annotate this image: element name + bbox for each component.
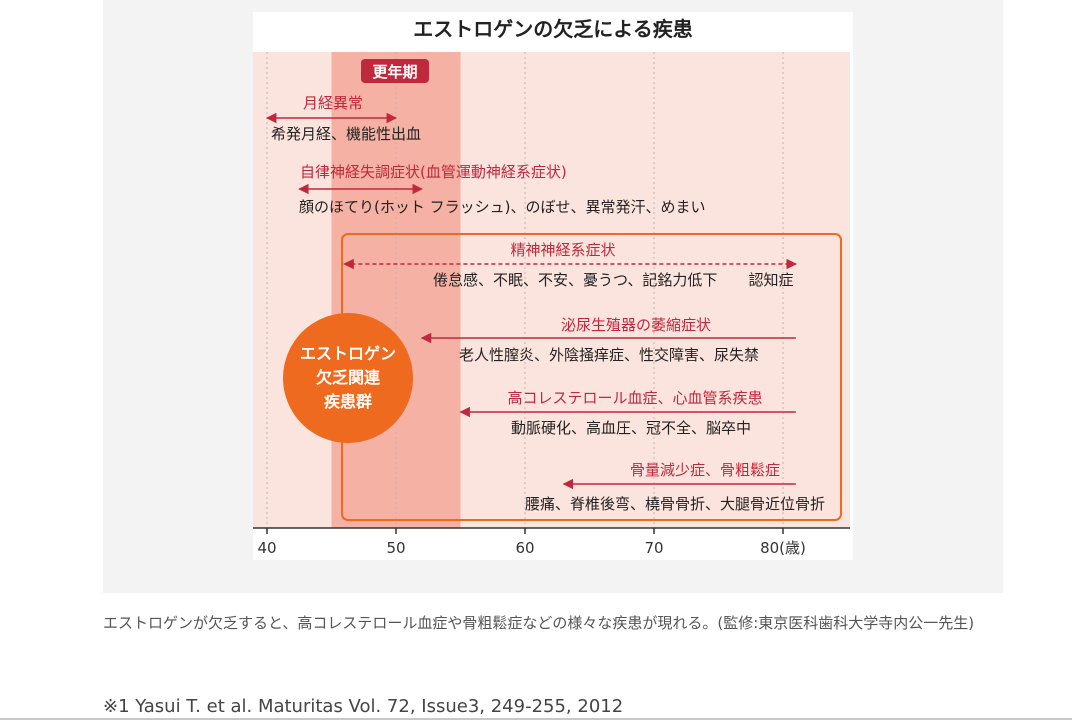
bottom-divider <box>0 718 1072 720</box>
condition-title-2: 自律神経失調症状(血管運動神経系症状) <box>300 163 567 181</box>
diagram-card: エストロゲンの欠乏による疾患 更年期 月経異常希発月経、機能性出血自律神経失調症… <box>253 12 853 560</box>
x-tick-label-60: 60 <box>515 539 534 557</box>
estrogen-deficiency-diagram: エストロゲンの欠乏による疾患 更年期 月経異常希発月経、機能性出血自律神経失調症… <box>253 17 850 557</box>
x-tick-label-50: 50 <box>386 539 405 557</box>
condition-description-5: 動脈硬化、高血圧、冠不全、脳卒中 <box>511 419 751 437</box>
x-tick-label-70: 70 <box>644 539 663 557</box>
condition-description-1: 希発月経、機能性出血 <box>271 125 421 143</box>
condition-description-3: 倦怠感、不眠、不安、憂うつ、記銘力低下 <box>433 271 717 289</box>
condition-description-4: 老人性膣炎、外陰掻痒症、性交障害、尿失禁 <box>459 346 759 364</box>
condition-title-1: 月経異常 <box>303 94 363 112</box>
condition-description-6: 腰痛、脊椎後弯、橈骨骨折、大腿骨近位骨折 <box>525 495 825 513</box>
circle-line-3: 疾患群 <box>324 392 372 411</box>
condition-title-4: 泌尿生殖器の萎縮症状 <box>561 316 711 334</box>
circle-line-2: 欠乏関連 <box>316 368 381 387</box>
gridlines <box>266 52 784 528</box>
menopause-badge <box>361 59 429 83</box>
footnote: ※1 Yasui T. et al. Maturitas Vol. 72, Is… <box>103 696 624 717</box>
estrogen-deficiency-circle <box>283 313 413 443</box>
condition-title-5: 高コレステロール血症、心血管系疾患 <box>507 389 762 407</box>
diagram-title: エストロゲンの欠乏による疾患 <box>413 17 692 41</box>
condition-title-3: 精神神経系症状 <box>510 241 615 259</box>
circle-line-1: エストロゲン <box>300 344 396 363</box>
x-tick-label-80: 80(歳) <box>760 539 806 557</box>
menopause-label: 更年期 <box>372 63 417 81</box>
x-tick-label-40: 40 <box>257 539 276 557</box>
x-axis-ticks: 40 50 60 70 80(歳) <box>257 528 806 557</box>
condition-extra-3: 認知症 <box>748 271 793 289</box>
figure-caption: エストロゲンが欠乏すると、高コレステロール血症や骨粗鬆症などの様々な疾患が現れる… <box>103 614 975 632</box>
condition-title-6: 骨量減少症、骨粗鬆症 <box>630 461 780 479</box>
condition-description-2: 顔のほてり(ホット フラッシュ)、のぼせ、異常発汗、めまい <box>299 198 705 216</box>
